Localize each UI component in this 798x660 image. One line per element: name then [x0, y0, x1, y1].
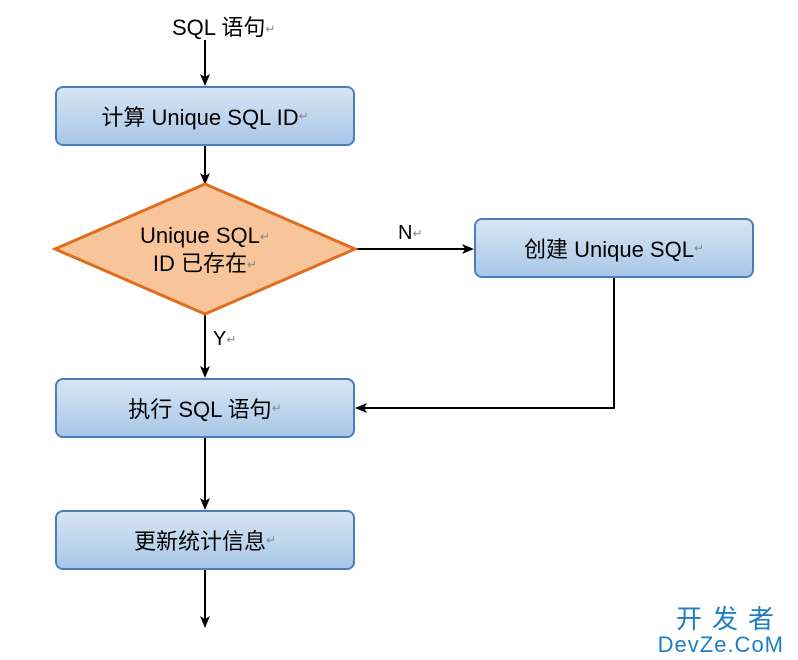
- return-glyph: ↵: [265, 22, 275, 36]
- return-glyph: ↵: [299, 109, 309, 123]
- edge-label-n: N↵: [398, 222, 423, 245]
- calc-node: 计算 Unique SQL ID↵: [55, 86, 355, 146]
- return-glyph: ↵: [412, 227, 422, 241]
- start-label: SQL 语句↵: [172, 10, 275, 42]
- exec-label: 执行 SQL 语句: [128, 392, 271, 424]
- return-glyph: ↵: [260, 230, 270, 244]
- edge-create-exec: [357, 278, 614, 408]
- exec-node: 执行 SQL 语句↵: [55, 378, 355, 438]
- return-glyph: ↵: [247, 257, 257, 271]
- return-glyph: ↵: [272, 401, 282, 415]
- label-n-text: N: [398, 222, 412, 244]
- update-label: 更新统计信息: [134, 524, 266, 556]
- watermark-line2: DevZe.CoM: [658, 633, 784, 656]
- calc-label: 计算 Unique SQL ID: [101, 100, 298, 132]
- watermark: 开发者 DevZe.CoM: [658, 606, 784, 656]
- decision-label: Unique SQL↵ ID 已存在↵: [125, 222, 285, 277]
- update-node: 更新统计信息↵: [55, 510, 355, 570]
- return-glyph: ↵: [266, 533, 276, 547]
- label-y-text: Y: [213, 328, 226, 350]
- return-glyph: ↵: [694, 241, 704, 255]
- start-text: SQL 语句: [172, 15, 265, 40]
- create-node: 创建 Unique SQL↵: [474, 218, 754, 278]
- edge-label-y: Y↵: [213, 328, 236, 351]
- return-glyph: ↵: [226, 333, 236, 347]
- decision-line2: ID 已存在: [153, 251, 247, 276]
- create-label: 创建 Unique SQL: [524, 232, 694, 264]
- watermark-line1: 开发者: [658, 606, 784, 633]
- decision-line1: Unique SQL: [140, 223, 260, 248]
